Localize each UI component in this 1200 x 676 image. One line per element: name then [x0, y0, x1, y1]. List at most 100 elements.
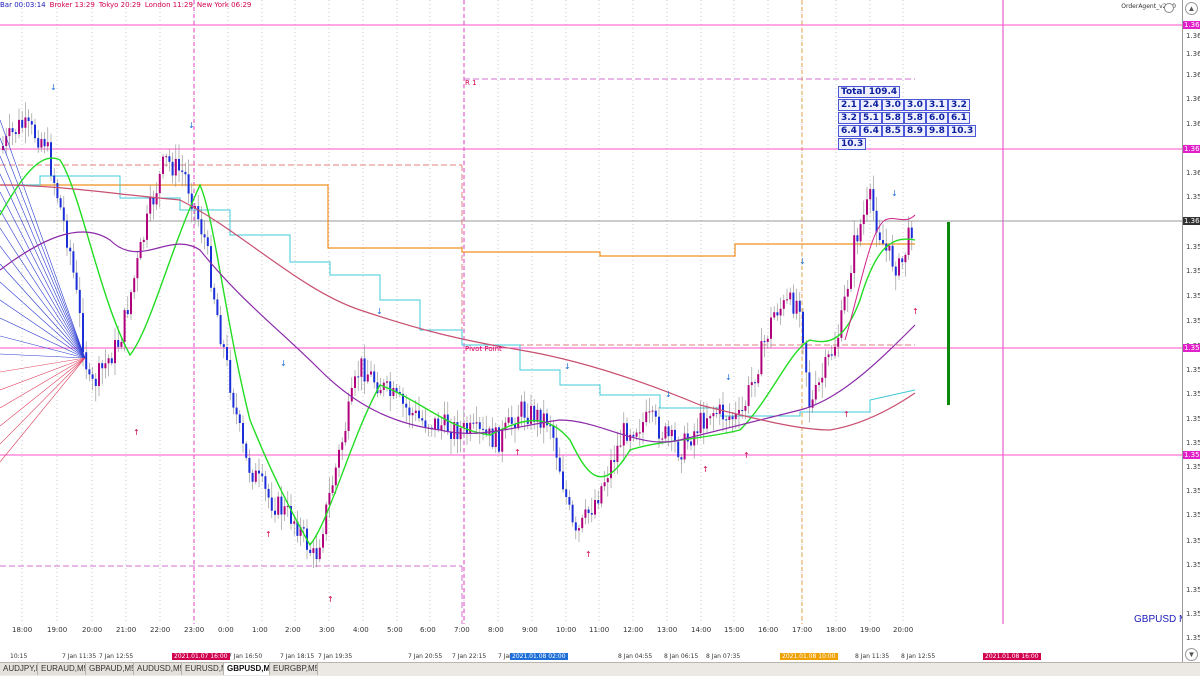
time-axis: 18:00 19:00 20:00 21:00 22:00 23:00 0:00 1:00 2:…	[0, 624, 1182, 637]
candle-body	[539, 409, 542, 428]
candle-body	[344, 430, 347, 443]
total-panel-cell: 10.3	[948, 125, 977, 137]
candle-body	[174, 158, 177, 176]
date-axis-tag: 2021.01.08 16:00	[983, 653, 1041, 660]
total-panel-cell: 3.0	[904, 99, 926, 111]
date-axis-tag: 2021.01.08 10:00	[780, 653, 838, 660]
candle-body	[142, 239, 145, 243]
fan-line	[0, 155, 86, 359]
candle-body	[126, 310, 129, 315]
candle-body	[837, 337, 840, 347]
fan-line	[0, 137, 86, 359]
chart-tab[interactable]: GBPUSD,M5	[224, 663, 270, 675]
candle-body	[245, 443, 248, 458]
candle-body	[296, 521, 299, 536]
total-panel-cell: 9.8	[926, 125, 948, 137]
candle-body	[440, 425, 443, 430]
price-axis-label: 1.35	[1186, 537, 1200, 545]
time-axis-label: 20:00	[893, 626, 914, 634]
moving-average-mid	[844, 214, 916, 341]
candle-body	[302, 527, 305, 529]
chart-area[interactable]: ↓ ↓ ↓ ↓ ↓ ↓ ↓ ↓ ↓ ↑ ↑ ↑ ↑ ↑ ↑ ↑ ↑ ↑	[0, 0, 1182, 637]
signal-down-arrow-icon: ↓	[665, 390, 672, 399]
candle-body	[779, 308, 782, 316]
time-axis-label: 4:00	[353, 626, 369, 634]
chart-tab[interactable]: EURGBP,M5	[270, 663, 318, 675]
scroll-up-icon[interactable]: ▲	[1185, 2, 1198, 15]
candle-body	[136, 258, 139, 279]
price-axis[interactable]: 1.36 1.36 1.36 1.36 1.36 1.36 1.36 1.35 1.35 1.35…	[1182, 0, 1200, 662]
candle-body	[850, 273, 852, 289]
candle-body	[491, 428, 494, 448]
candle-body	[418, 410, 420, 419]
total-panel-cell: 3.2	[838, 112, 860, 124]
candle-body	[130, 292, 132, 315]
fan-line	[0, 263, 86, 359]
candle-body	[366, 374, 369, 382]
candle-body	[888, 245, 891, 251]
date-axis-label: 8 Jan 12:55	[901, 653, 936, 660]
candle-body	[827, 354, 830, 358]
candle-body	[856, 235, 859, 242]
candle-body	[590, 513, 593, 515]
price-chart[interactable]: ↓ ↓ ↓ ↓ ↓ ↓ ↓ ↓ ↓ ↑ ↑ ↑ ↑ ↑ ↑ ↑ ↑ ↑	[0, 0, 1182, 637]
candle-body	[11, 128, 14, 133]
fan-line	[0, 357, 86, 463]
candle-body	[5, 136, 8, 147]
candle-body	[50, 142, 52, 176]
candle-body	[123, 310, 126, 342]
candle-body	[254, 470, 257, 482]
expert-advisor-status-icon[interactable]	[1164, 3, 1174, 13]
price-axis-label: 1.36	[1186, 95, 1200, 103]
candle-body	[286, 506, 289, 508]
chart-tab[interactable]: GBPAUD,M5	[86, 663, 134, 675]
total-title: Total 109.4	[838, 86, 901, 98]
signal-up-arrow-icon: ↑	[133, 428, 140, 437]
fan-line	[0, 191, 86, 359]
price-axis-label: 1.35	[1186, 317, 1200, 325]
price-axis-label: 1.35	[1186, 267, 1200, 275]
signal-down-arrow-icon: ↓	[50, 83, 57, 92]
price-axis-label: 1.35	[1186, 487, 1200, 495]
price-axis-label: 1.35	[1186, 292, 1200, 300]
pivot-point-label: Pivot Point	[465, 345, 502, 353]
price-axis-tag: 1.36	[1183, 145, 1200, 153]
price-axis-label: 1.36	[1186, 120, 1200, 128]
candle-body	[158, 173, 161, 194]
candle-body	[120, 341, 123, 347]
candle-body	[597, 500, 600, 504]
candle-body	[629, 434, 632, 441]
candle-body	[290, 506, 292, 524]
signal-down-arrow-icon: ↓	[799, 257, 806, 266]
candle-body	[520, 401, 523, 417]
candle-body	[370, 371, 372, 375]
time-axis-label: 22:00	[150, 626, 171, 634]
candle-body	[101, 363, 104, 369]
chart-tab[interactable]: AUDUSD,M5	[134, 663, 182, 675]
time-axis-label: 23:00	[184, 626, 205, 634]
candle-body	[59, 198, 62, 208]
chart-tab[interactable]: EURAUD,M5	[38, 663, 86, 675]
candle-body	[763, 341, 766, 343]
candle-body	[75, 272, 78, 290]
candle-body	[830, 354, 833, 356]
time-axis-label: 19:00	[860, 626, 881, 634]
time-axis-label: 17:00	[792, 626, 813, 634]
chart-tab[interactable]: AUDJPY,M5	[0, 663, 38, 675]
candle-body	[603, 482, 606, 487]
price-axis-label: 1.35	[1186, 390, 1200, 398]
price-axis-label: 1.35	[1186, 463, 1200, 471]
chart-tab[interactable]: EURUSD,M5	[182, 663, 224, 675]
candle-body	[203, 234, 206, 238]
candle-body	[293, 521, 296, 524]
candle-body	[357, 376, 360, 378]
candle-body	[347, 401, 350, 431]
total-panel-cell: 6.0	[926, 112, 948, 124]
time-axis-label: 5:00	[387, 626, 403, 634]
candle-body	[318, 547, 321, 560]
candle-body	[507, 417, 510, 423]
candle-body	[46, 142, 49, 147]
candle-body	[402, 393, 404, 404]
scroll-down-icon[interactable]: ▼	[1185, 648, 1198, 661]
time-axis-label: 15:00	[724, 626, 745, 634]
